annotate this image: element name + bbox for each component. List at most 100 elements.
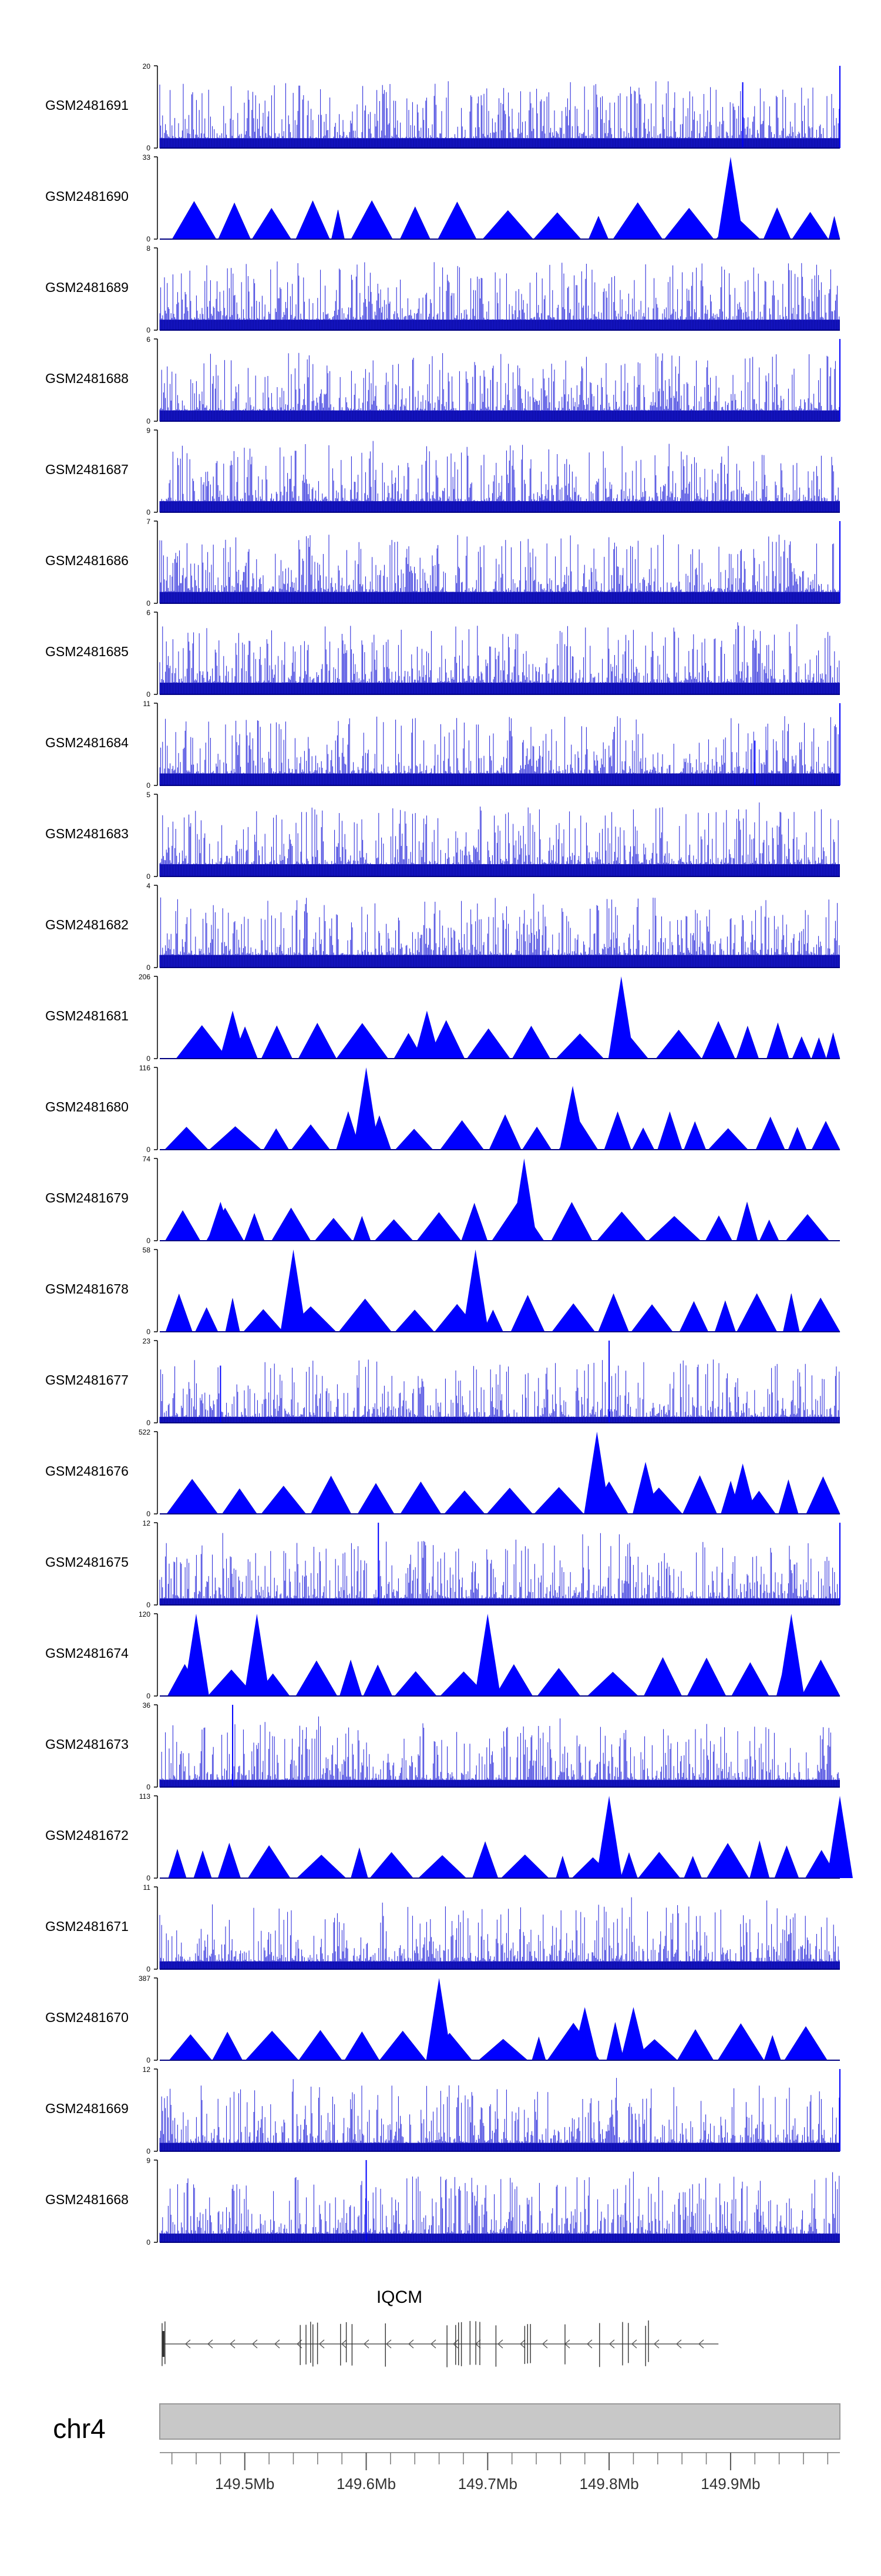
coverage-area [165, 1293, 840, 1332]
track-label: GSM2481675 [45, 1554, 129, 1570]
y-tick-label-max: 6 [146, 609, 150, 617]
y-tick-label-zero: 0 [146, 1328, 150, 1336]
coverage-bars [159, 261, 840, 330]
y-tick-label-max: 206 [139, 973, 150, 981]
y-tick-label-zero: 0 [146, 2056, 150, 2064]
coverage-bars [159, 1897, 840, 1969]
track-GSM2481685: GSM2481685 6 0 [45, 609, 840, 698]
strand-arrow [431, 2339, 436, 2349]
y-tick-label-max: 116 [139, 1064, 150, 1072]
y-tick-label-zero: 0 [146, 326, 150, 334]
track-GSM2481688: GSM2481688 6 0 [45, 335, 840, 425]
track-label: GSM2481669 [45, 2101, 129, 2116]
peak-2 [608, 976, 634, 1059]
y-tick-label-max: 113 [139, 1792, 150, 1801]
peak-0 [220, 1010, 246, 1059]
coverage-area [172, 200, 840, 240]
peak-1 [571, 2007, 598, 2060]
track-label: GSM2481681 [45, 1008, 129, 1023]
axis-tick-label: 149.6Mb [337, 2475, 396, 2493]
coverage-bars [159, 81, 840, 148]
strand-arrow [185, 2339, 191, 2349]
coverage-bars [159, 802, 840, 876]
track-GSM2481682: GSM2481682 4 0 [45, 882, 840, 972]
peak-2 [620, 2007, 647, 2060]
track-label: GSM2481668 [45, 2192, 129, 2207]
y-tick-label-max: 33 [143, 153, 151, 162]
y-tick-label-max: 20 [143, 62, 151, 70]
peak-0 [207, 1201, 234, 1241]
track-GSM2481669: GSM2481669 12 0 [45, 2065, 840, 2155]
y-tick-label-zero: 0 [146, 872, 150, 881]
strand-arrow [497, 2339, 503, 2349]
peak-1 [511, 1158, 537, 1241]
track-label: GSM2481691 [45, 98, 129, 113]
strand-arrow [386, 2339, 392, 2349]
y-tick-label-zero: 0 [146, 508, 150, 516]
track-GSM2481675: GSM2481675 12 0 [45, 1519, 840, 1609]
axis-tick-label: 149.9Mb [701, 2475, 760, 2493]
track-label: GSM2481670 [45, 2010, 129, 2025]
coverage-area [164, 1111, 840, 1150]
strand-arrow [698, 2339, 704, 2349]
track-GSM2481687: GSM2481687 9 0 [45, 426, 840, 516]
track-label: GSM2481673 [45, 1737, 129, 1752]
y-tick-label-max: 6 [146, 335, 150, 344]
peak-1 [560, 1086, 586, 1150]
chromosome-label: chr4 [53, 2413, 105, 2444]
track-label: GSM2481687 [45, 462, 129, 477]
y-tick-label-zero: 0 [146, 781, 150, 790]
gene-annotation-track: IQCM [162, 2288, 719, 2367]
peak-2 [475, 1614, 501, 1696]
peak-3 [778, 1614, 805, 1696]
peak-0 [353, 1067, 379, 1150]
track-GSM2481684: GSM2481684 11 0 [45, 700, 840, 790]
strand-arrow [587, 2339, 593, 2349]
peak-2 [729, 1463, 756, 1514]
y-tick-label-max: 120 [139, 1610, 150, 1618]
axis-tick-label: 149.7Mb [458, 2475, 517, 2493]
y-tick-label-zero: 0 [146, 1419, 150, 1427]
track-GSM2481690: GSM2481690 33 0 [45, 153, 840, 243]
peak-0 [280, 1250, 307, 1332]
strand-arrow [631, 2339, 637, 2349]
y-tick-label-max: 5 [146, 791, 150, 799]
track-label: GSM2481680 [45, 1099, 129, 1114]
strand-arrow [453, 2339, 459, 2349]
strand-arrow [676, 2339, 682, 2349]
y-tick-label-max: 58 [143, 1246, 151, 1254]
track-GSM2481683: GSM2481683 5 0 [45, 791, 840, 881]
coverage-bars [159, 1533, 840, 1605]
y-tick-label-max: 36 [143, 1701, 151, 1710]
coverage-bars [159, 1716, 840, 1787]
y-tick-label-zero: 0 [146, 690, 150, 698]
coverage-bars [159, 716, 840, 785]
strand-arrow [230, 2339, 236, 2349]
coverage-bars [159, 352, 840, 421]
coverage-bars [159, 1359, 840, 1423]
track-GSM2481686: GSM2481686 7 0 [45, 518, 840, 607]
coverage-bars [159, 441, 840, 512]
coverage-area [164, 1201, 830, 1241]
peak-1 [462, 1250, 489, 1332]
track-label: GSM2481685 [45, 644, 129, 659]
peak-0 [596, 1796, 623, 1878]
track-label: GSM2481672 [45, 1828, 129, 1843]
y-tick-label-max: 8 [146, 244, 150, 253]
y-tick-label-max: 4 [146, 882, 150, 890]
y-tick-label-max: 7 [146, 518, 150, 526]
gene-label: IQCM [376, 2288, 422, 2307]
track-GSM2481689: GSM2481689 8 0 [45, 244, 840, 334]
track-label: GSM2481684 [45, 735, 129, 750]
strand-arrow [520, 2339, 526, 2349]
y-tick-label-zero: 0 [146, 2147, 150, 2155]
track-GSM2481679: GSM2481679 74 0 [45, 1155, 840, 1245]
strand-arrow [542, 2339, 548, 2349]
coverage-bars [159, 535, 840, 603]
genomic-axis: 149.5Mb 149.6Mb 149.7Mb 149.8Mb 149.9Mb [160, 2452, 840, 2493]
y-tick-label-max: 74 [143, 1155, 151, 1163]
y-tick-label-max: 23 [143, 1337, 151, 1345]
strand-arrow [207, 2339, 213, 2349]
